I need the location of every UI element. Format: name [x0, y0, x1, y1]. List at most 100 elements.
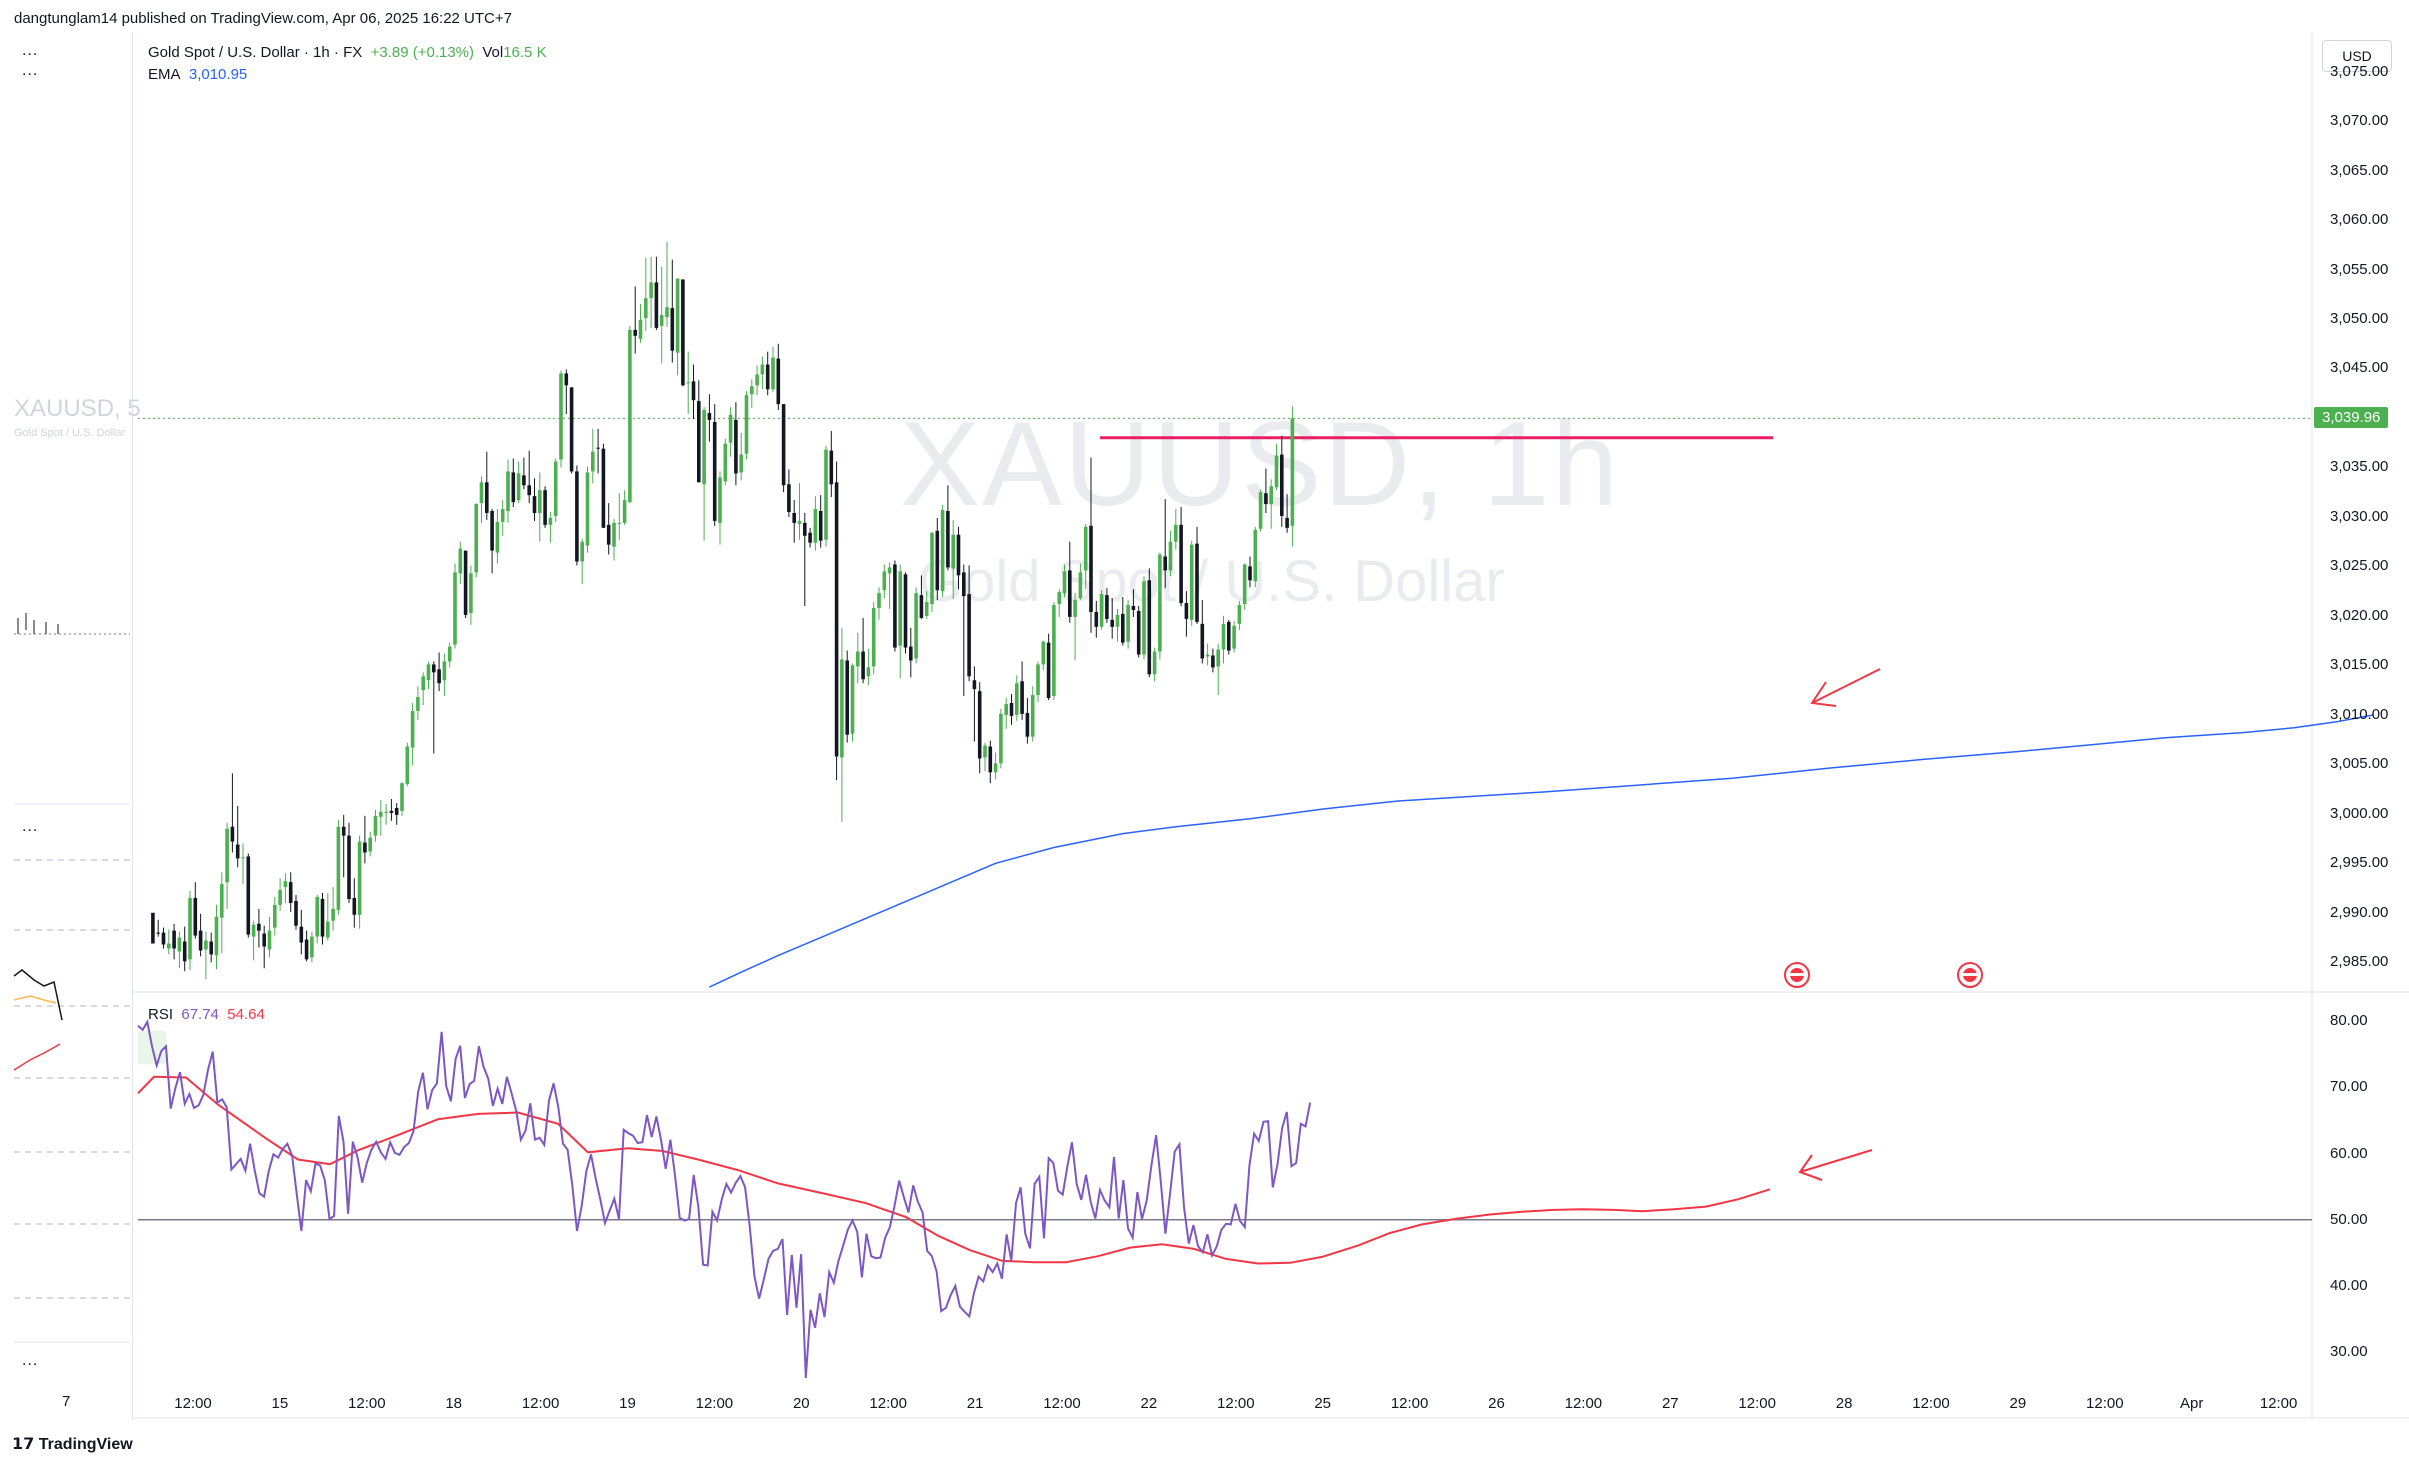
time-tick-label: 12:00	[1912, 1395, 1950, 1412]
last-price-badge: 3,039.96	[2314, 407, 2389, 429]
candle-body	[543, 490, 547, 525]
candle-body	[1052, 605, 1056, 697]
candle-body	[622, 500, 627, 523]
candle-body	[167, 943, 171, 949]
candle-body	[193, 897, 198, 936]
candle-body	[1216, 649, 1220, 667]
candle-body	[734, 419, 738, 474]
candle-body	[707, 413, 712, 420]
candle-body	[1269, 486, 1273, 505]
candle-body	[675, 278, 680, 353]
candle-body	[516, 473, 521, 501]
mini-chart-day-label: 7	[62, 1393, 71, 1410]
chart-legend-main[interactable]: Gold Spot / U.S. Dollar · 1h · FX +3.89 …	[148, 44, 547, 61]
candle-body	[379, 811, 383, 817]
candle-body	[1184, 603, 1189, 619]
time-tick-label: 12:00	[1738, 1395, 1776, 1412]
candle-body	[182, 941, 187, 962]
more-icon[interactable]: ...	[22, 42, 39, 59]
candle-body	[511, 472, 516, 503]
candle-body	[1163, 556, 1167, 571]
candle-body	[834, 482, 839, 757]
candle-body	[1121, 613, 1125, 643]
rsi-tick-label: 40.00	[2330, 1276, 2368, 1294]
candle-body	[591, 451, 595, 472]
candle-body	[967, 594, 971, 677]
candle-body	[1205, 654, 1210, 657]
annotation-arrow-rsi[interactable]	[1798, 1149, 1873, 1181]
time-tick-label: 12:00	[2259, 1395, 2298, 1412]
candle-body	[1057, 592, 1061, 605]
rsi-ma-value: 54.64	[227, 1006, 265, 1023]
candle-body	[198, 930, 203, 951]
ema-line	[709, 714, 2374, 988]
candle-body	[262, 933, 266, 947]
more-icon[interactable]: ...	[22, 62, 39, 79]
publish-line: dangtunglam14 published on TradingView.c…	[14, 10, 512, 27]
price-tick-label: 3,070.00	[2330, 112, 2389, 130]
candle-body	[1158, 554, 1162, 652]
candle-body	[453, 572, 457, 645]
candle-body	[1105, 595, 1109, 619]
time-tick-label: 18	[445, 1395, 463, 1412]
candle-body	[638, 320, 643, 339]
candle-body	[803, 522, 807, 536]
candle-body	[283, 881, 288, 888]
time-tick-label: 12:00	[1390, 1395, 1429, 1412]
rsi-legend[interactable]: RSI 67.74 54.64	[148, 1006, 265, 1023]
candle-body	[585, 472, 590, 546]
rsi-tick-label: 60.00	[2330, 1144, 2368, 1162]
candle-body	[246, 856, 251, 935]
candle-body	[1152, 651, 1157, 675]
candle-body	[1200, 623, 1205, 659]
candle-body	[893, 564, 897, 648]
candle-body	[1189, 544, 1194, 620]
candle-body	[845, 660, 849, 735]
candle-body	[903, 574, 908, 648]
more-icon[interactable]: ...	[22, 818, 39, 835]
candle-body	[797, 520, 802, 524]
price-tick-label: 3,015.00	[2330, 656, 2389, 674]
chart-legend-ema[interactable]: EMA 3,010.95	[148, 66, 247, 83]
candle-body	[818, 511, 823, 541]
candle-body	[951, 534, 955, 569]
economic-event-icon[interactable]	[1957, 962, 1983, 988]
candle-body	[474, 504, 478, 573]
candle-body	[612, 522, 616, 547]
price-tick-label: 3,050.00	[2330, 310, 2389, 327]
time-tick-label: 12:00	[174, 1395, 212, 1412]
candle-body	[368, 837, 372, 852]
currency-button[interactable]: USD	[2322, 40, 2392, 72]
candle-body	[781, 404, 786, 486]
candle-body	[909, 646, 913, 661]
candle-body	[596, 447, 600, 449]
candle-body	[267, 930, 272, 950]
candle-body	[394, 807, 399, 815]
candle-body	[1136, 610, 1141, 655]
tradingview-logo[interactable]: 𝟭𝟳 TradingView	[12, 1434, 133, 1454]
candle-body	[485, 482, 489, 513]
candle-body	[548, 517, 553, 525]
candle-body	[999, 713, 1003, 764]
candle-body	[1115, 614, 1120, 627]
candle-body	[553, 461, 558, 516]
candle-body	[1015, 683, 1019, 715]
annotation-arrow-price[interactable]	[1810, 668, 1881, 707]
candle-body	[813, 509, 818, 543]
rsi-label: RSI	[148, 1006, 174, 1023]
candle-body	[760, 364, 765, 375]
candle-body	[1253, 529, 1258, 582]
candle-body	[532, 496, 537, 513]
price-tick-label: 3,025.00	[2330, 557, 2389, 575]
candle-body	[1285, 517, 1289, 528]
candle-body	[241, 857, 245, 859]
more-icon[interactable]: ...	[22, 1352, 39, 1369]
candle-body	[1068, 570, 1072, 617]
price-tick-label: 3,055.00	[2330, 260, 2389, 278]
candle-body	[856, 651, 860, 667]
candle-body	[304, 939, 309, 960]
candle-body	[712, 421, 717, 521]
economic-event-icon[interactable]	[1784, 962, 1810, 988]
candle-body	[744, 395, 749, 454]
